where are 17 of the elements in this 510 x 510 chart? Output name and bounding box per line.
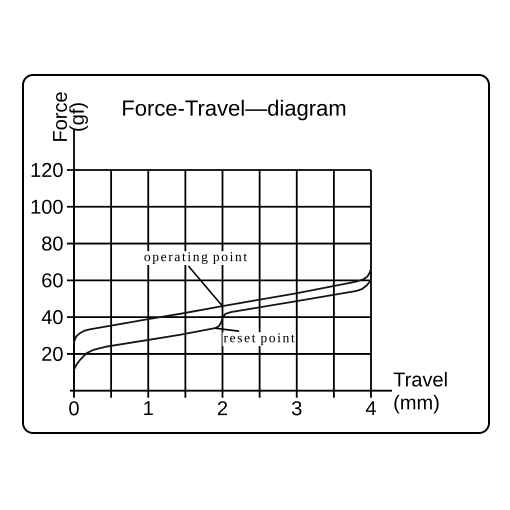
y-tick-label: 20 bbox=[42, 346, 63, 362]
chart-title: Force-Travel—diagram bbox=[123, 100, 346, 120]
x-tick-label: 2 bbox=[218, 401, 228, 416]
x-tick-label: 1 bbox=[144, 401, 153, 415]
x-tick-label: 0 bbox=[69, 401, 79, 416]
y-tick-label: 100 bbox=[32, 200, 63, 214]
y-tick-label: 60 bbox=[42, 273, 63, 288]
annotation: operating point bbox=[144, 252, 248, 264]
x-axis-title: Travel (mm) bbox=[394, 372, 447, 414]
y-tick-label: 80 bbox=[42, 236, 63, 251]
x-tick-label: 4 bbox=[366, 401, 376, 415]
x-tick-label: 3 bbox=[292, 401, 302, 416]
y-axis-title: Force (gf) bbox=[53, 92, 88, 141]
line-series bbox=[73, 279, 372, 370]
y-tick-label: 120 bbox=[32, 162, 63, 178]
y-tick-label: 40 bbox=[42, 310, 63, 324]
annotation: reset point bbox=[224, 333, 295, 346]
